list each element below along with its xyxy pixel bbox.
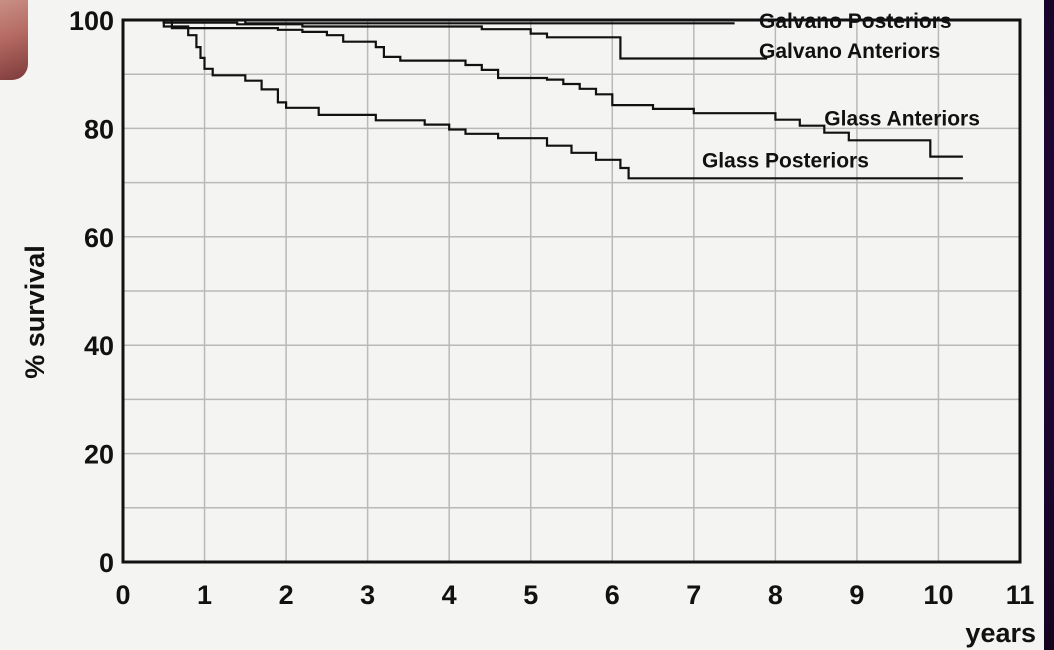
x-tick-label: 2	[279, 580, 294, 610]
series-line-2	[123, 18, 768, 60]
y-tick-label: 100	[69, 6, 114, 36]
x-tick-label: 10	[923, 580, 953, 610]
y-tick-label: 0	[99, 548, 114, 578]
x-tick-label: 0	[115, 580, 130, 610]
y-tick-label: 60	[84, 223, 114, 253]
y-tick-label: 80	[84, 114, 114, 144]
y-axis-title: % survival	[20, 245, 50, 379]
y-tick-label: 20	[84, 440, 114, 470]
series-line-3	[123, 18, 963, 158]
x-tick-label: 1	[197, 580, 212, 610]
frame-layer	[121, 18, 1022, 564]
x-tick-label: 3	[360, 580, 375, 610]
x-tick-label: 5	[523, 580, 538, 610]
plot-frame	[121, 18, 1022, 564]
series-label-3: Glass Anteriors	[824, 108, 980, 131]
x-tick-label: 6	[605, 580, 620, 610]
series-label-1: Galvano Posteriors	[759, 10, 952, 33]
series-line-4	[123, 18, 963, 180]
x-tick-label: 4	[442, 580, 457, 610]
label-layer: 0 1 2 3 4 5 6 7 8 9 10 11 0 20 40 60 80 100 Galvano Poster…	[69, 6, 1034, 610]
series-label-2: Galvano Anteriors	[759, 40, 940, 63]
series-label-4: Glass Posteriors	[702, 149, 869, 172]
x-tick-label: 9	[849, 580, 864, 610]
x-tick-label: 7	[686, 580, 701, 610]
x-axis-title: years	[965, 618, 1036, 648]
grid-layer	[123, 20, 1020, 562]
x-tick-label: 11	[1006, 580, 1035, 610]
y-tick-label: 40	[84, 331, 114, 361]
corner-photo-fragment	[0, 0, 28, 80]
x-tick-label: 8	[768, 580, 783, 610]
